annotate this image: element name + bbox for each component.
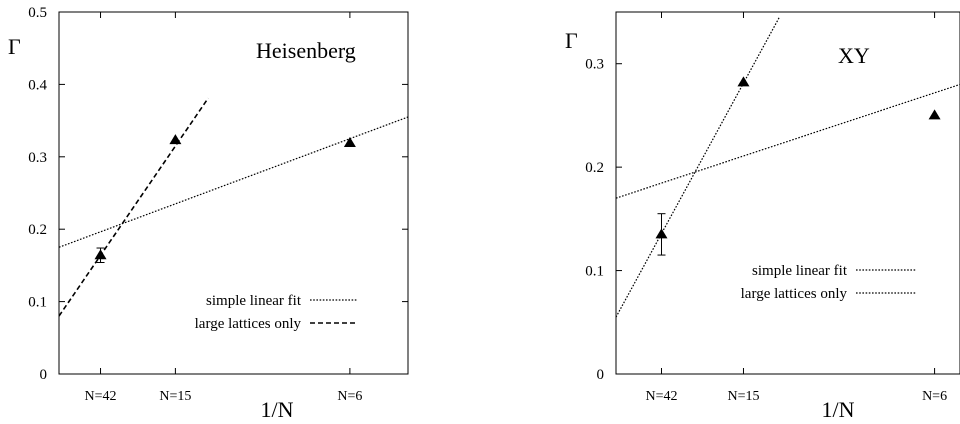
x-tick-label: N=15 (159, 389, 191, 404)
series-line-1 (616, 83, 960, 199)
y-tick-label: 0.1 (585, 264, 604, 280)
x-tick-label: N=15 (727, 389, 759, 404)
y-tick-label: 0 (40, 367, 48, 383)
panel-title: Heisenberg (256, 38, 356, 63)
y-tick-label: 0.2 (585, 160, 604, 176)
data-point (655, 228, 668, 239)
y-tick-label: 0.1 (28, 295, 47, 311)
x-tick-label: N=42 (645, 389, 677, 404)
x-axis-label: 1/N (261, 397, 294, 422)
plot-frame (58, 11, 409, 375)
y-tick-label: 0 (597, 367, 605, 383)
data-point (737, 76, 750, 87)
y-tick-label: 0.3 (28, 150, 47, 166)
x-tick-label: N=42 (85, 389, 117, 404)
data-point (928, 109, 941, 120)
chart-panel-1: 0 0.1 0.2 0.3 0.4 0.5 N=42 N=15 N=6 Heisenberg Γ 1/… (8, 5, 409, 422)
y-axis-label: Γ (565, 28, 578, 53)
y-tick-label: 0.2 (28, 222, 47, 238)
y-axis-label: Γ (8, 34, 21, 59)
y-tick-label: 0.5 (28, 5, 47, 21)
series-line-2 (616, 16, 780, 318)
series-line-2 (59, 97, 209, 317)
legend-label: large lattices only (741, 286, 848, 302)
legend-label: simple linear fit (752, 263, 848, 279)
x-axis-label: 1/N (822, 397, 855, 422)
y-tick-label: 0.4 (28, 77, 47, 93)
x-tick-label: N=6 (922, 389, 947, 404)
chart-panel-2: 0 0.1 0.2 0.3 N=42 N=15 N=6 XY Γ 1/N simple linear… (565, 11, 960, 422)
data-point (169, 134, 182, 145)
y-tick-label: 0.3 (585, 57, 604, 73)
panel-title: XY (838, 43, 870, 68)
data-point (343, 137, 356, 148)
legend-label: simple linear fit (206, 293, 302, 309)
x-tick-label: N=6 (337, 389, 362, 404)
series-line-1 (59, 116, 408, 248)
data-point (94, 249, 107, 260)
plot-frame (615, 11, 960, 375)
legend-label: large lattices only (195, 316, 302, 332)
